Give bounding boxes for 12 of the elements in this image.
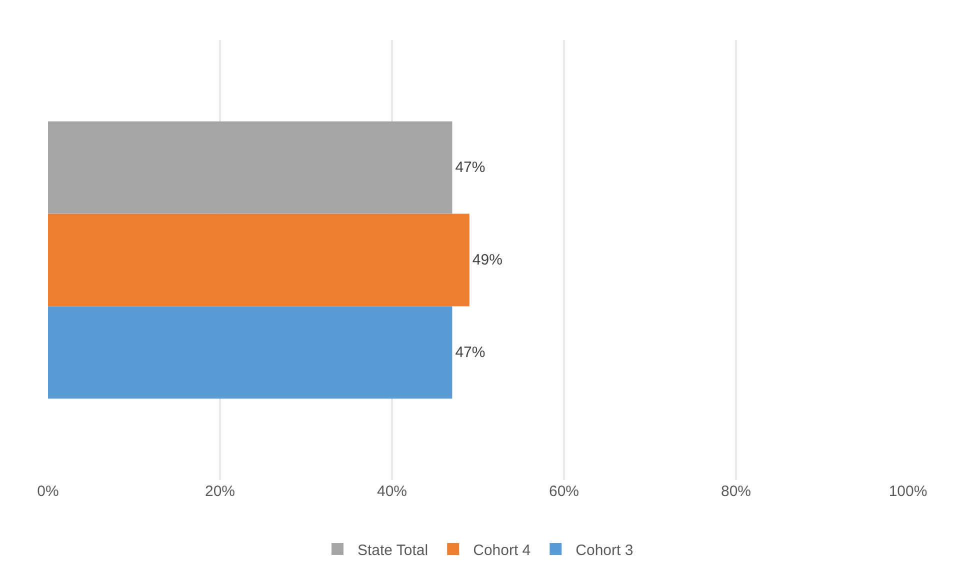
x-tick-label: 80% bbox=[720, 483, 752, 500]
legend-label: State Total bbox=[358, 542, 428, 559]
data-label: 49% bbox=[472, 252, 502, 268]
data-label: 47% bbox=[455, 344, 486, 361]
data-label: 47% bbox=[455, 159, 486, 176]
x-tick-label: 20% bbox=[204, 483, 236, 500]
legend-label: Cohort 3 bbox=[576, 542, 634, 559]
legend-label: Cohort 4 bbox=[473, 542, 531, 559]
x-tick-label: 40% bbox=[376, 483, 408, 500]
x-tick-label: 60% bbox=[548, 483, 580, 500]
x-tick-label: 0% bbox=[37, 483, 59, 500]
x-tick-label: 100% bbox=[888, 483, 928, 500]
